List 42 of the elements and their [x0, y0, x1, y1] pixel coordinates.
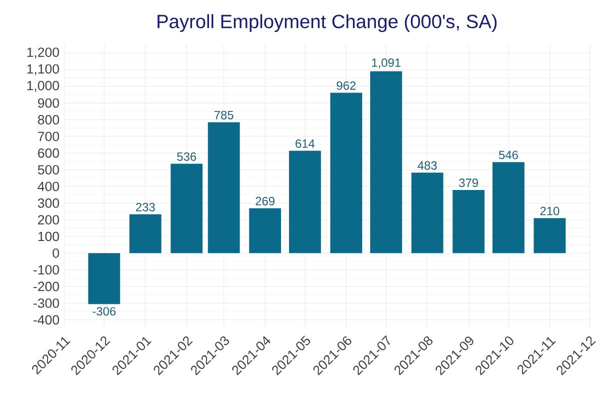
- bar: [370, 71, 402, 254]
- y-tick-label: 1,200: [27, 48, 60, 59]
- y-tick-label: 900: [38, 98, 60, 108]
- y-tick-label: -300: [34, 298, 60, 308]
- data-label: 210: [540, 206, 560, 216]
- data-label: 962: [336, 81, 356, 90]
- bar: [249, 208, 282, 254]
- chart-title: Payroll Employment Change (000's, SA): [158, 14, 497, 32]
- bar: [330, 92, 362, 254]
- y-tick-label: -400: [34, 315, 60, 325]
- y-tick-label: 0: [52, 248, 60, 258]
- bar: [170, 164, 203, 254]
- bar: [534, 218, 566, 254]
- bar: [411, 172, 444, 254]
- y-tick-label: 600: [38, 148, 60, 158]
- y-tick-label: 800: [38, 115, 60, 124]
- data-label: 546: [498, 150, 518, 160]
- bar: [452, 190, 485, 254]
- data-label: 785: [214, 110, 234, 120]
- bar: [492, 162, 524, 254]
- bar: [88, 253, 120, 304]
- bar: [289, 150, 321, 254]
- y-tick-label: 300: [38, 198, 60, 208]
- y-tick-label: 1,000: [27, 80, 60, 92]
- data-label: 1,091: [372, 58, 400, 68]
- y-tick-label: -200: [34, 282, 60, 292]
- y-tick-label: 200: [38, 215, 60, 224]
- bar: [129, 214, 162, 254]
- data-label: 379: [459, 178, 478, 188]
- y-tick-label: 500: [38, 165, 60, 174]
- bar: [208, 122, 240, 254]
- y-tick-label: 100: [38, 232, 60, 242]
- y-tick-label: 400: [38, 182, 60, 192]
- y-tick-label: 1,100: [27, 64, 60, 76]
- data-label: 483: [418, 161, 437, 170]
- y-tick-label: -100: [34, 265, 60, 275]
- data-label: 536: [177, 152, 196, 161]
- data-label: 269: [256, 196, 274, 206]
- data-label: -306: [92, 307, 116, 316]
- data-label: 614: [296, 139, 315, 148]
- y-tick-label: 700: [38, 132, 60, 142]
- data-label: 233: [136, 202, 155, 212]
